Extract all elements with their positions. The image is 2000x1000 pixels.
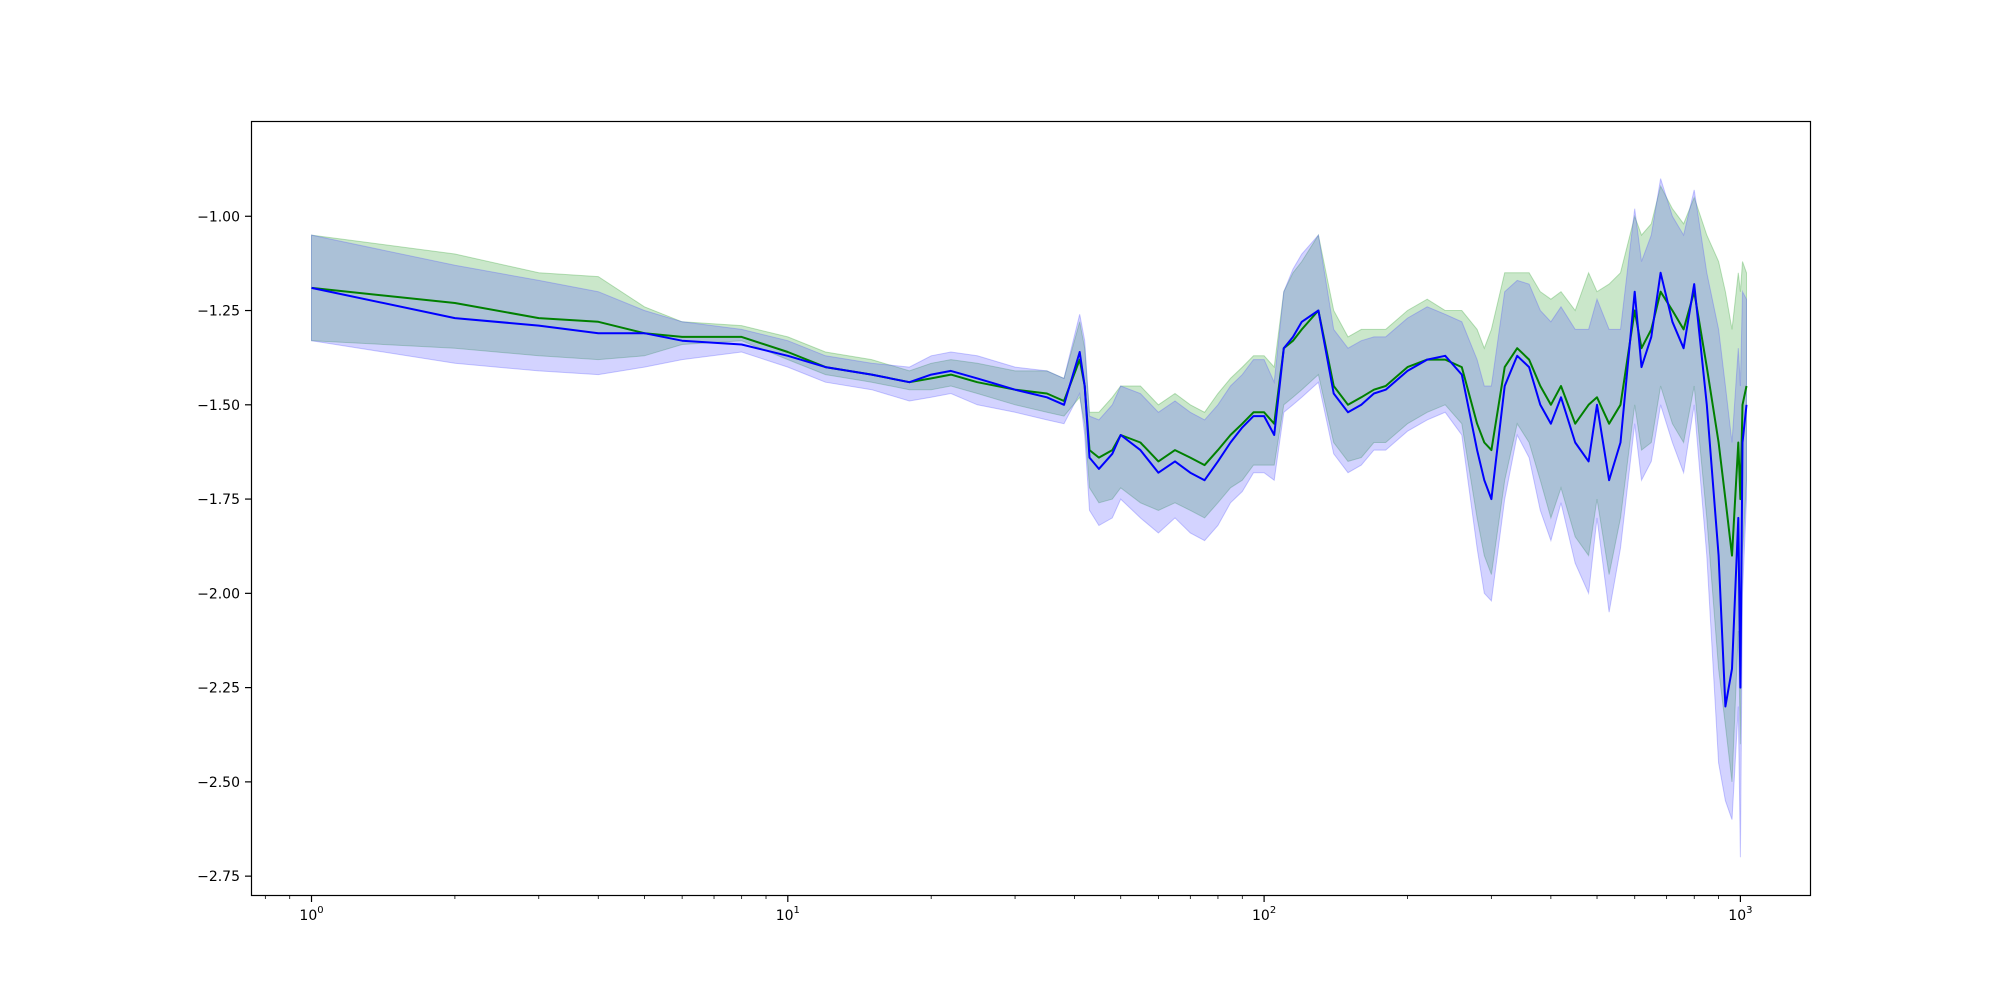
x-tick-label: 100 — [299, 905, 323, 924]
y-tick-label: −2.25 — [197, 681, 240, 697]
x-tick-label: 101 — [776, 905, 800, 924]
y-tick-label: −1.50 — [197, 398, 240, 414]
x-tick-label: 102 — [1252, 905, 1276, 924]
y-tick-label: −1.25 — [197, 304, 240, 320]
y-tick-label: −1.00 — [197, 209, 240, 225]
y-tick-label: −2.75 — [197, 869, 240, 885]
series-lines — [311, 271, 1748, 708]
series-2-band — [311, 178, 1747, 858]
y-tick-label: −2.00 — [197, 586, 240, 602]
series-2-line — [311, 271, 1748, 708]
y-tick-label: −2.50 — [197, 775, 240, 791]
x-tick-label: 103 — [1728, 905, 1752, 924]
plot-frame — [250, 120, 1812, 897]
y-tick-label: −1.75 — [197, 492, 240, 508]
y-axis: −1.00 −1.25 −1.50 −1.75 −2.00 −2.25 −2.50 −2.75 — [197, 209, 252, 885]
x-axis: 100 101 102 103 — [264, 895, 1753, 924]
